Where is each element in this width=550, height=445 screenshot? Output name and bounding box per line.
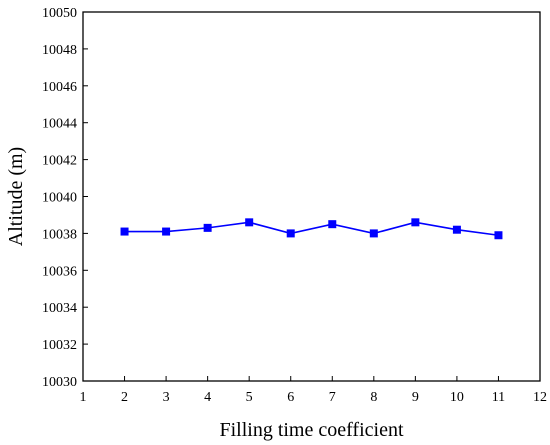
x-tick-label: 9 — [412, 390, 419, 405]
x-axis-title: Filling time coefficient — [219, 419, 403, 441]
x-tick-label: 12 — [533, 390, 547, 405]
x-tick-label: 3 — [163, 390, 170, 405]
data-point — [162, 227, 171, 236]
data-point — [494, 231, 503, 240]
y-tick-label: 10032 — [42, 338, 77, 353]
x-tick-label: 11 — [492, 390, 505, 405]
y-tick-label: 10036 — [42, 264, 77, 279]
data-point — [328, 220, 337, 229]
data-point — [203, 223, 212, 232]
x-tick-label: 6 — [287, 390, 294, 405]
y-tick-label: 10050 — [42, 6, 77, 21]
y-tick-label: 10046 — [42, 80, 77, 95]
series-layer — [120, 218, 503, 240]
data-point — [286, 229, 295, 238]
data-point — [245, 218, 254, 227]
y-tick-label: 10040 — [42, 191, 77, 206]
data-point — [120, 227, 129, 236]
y-tick-label: 10030 — [42, 375, 77, 390]
x-tick-label: 4 — [204, 390, 211, 405]
plot-area-frame — [82, 11, 541, 382]
x-tick-label: 1 — [80, 390, 87, 405]
data-point — [411, 218, 420, 227]
y-tick-label: 10048 — [42, 43, 77, 58]
x-tick-label: 7 — [329, 390, 336, 405]
y-tick-label: 10044 — [42, 117, 77, 132]
y-axis-ticks: 10030 10032 10034 10036 10038 10040 10042 10044… — [42, 6, 88, 390]
data-point — [452, 225, 461, 234]
y-axis-title: Altitude (m) — [5, 147, 27, 246]
x-axis-ticks: 1 2 3 4 5 6 7 8 9 10 11 12 — [80, 376, 547, 405]
x-tick-label: 10 — [450, 390, 464, 405]
y-tick-label: 10038 — [42, 227, 77, 242]
data-point — [369, 229, 378, 238]
x-tick-label: 2 — [121, 390, 128, 405]
series-line — [124, 221, 499, 237]
x-tick-label: 5 — [246, 390, 253, 405]
y-tick-label: 10042 — [42, 154, 77, 169]
x-tick-label: 8 — [370, 390, 377, 405]
y-tick-label: 10034 — [42, 301, 77, 316]
